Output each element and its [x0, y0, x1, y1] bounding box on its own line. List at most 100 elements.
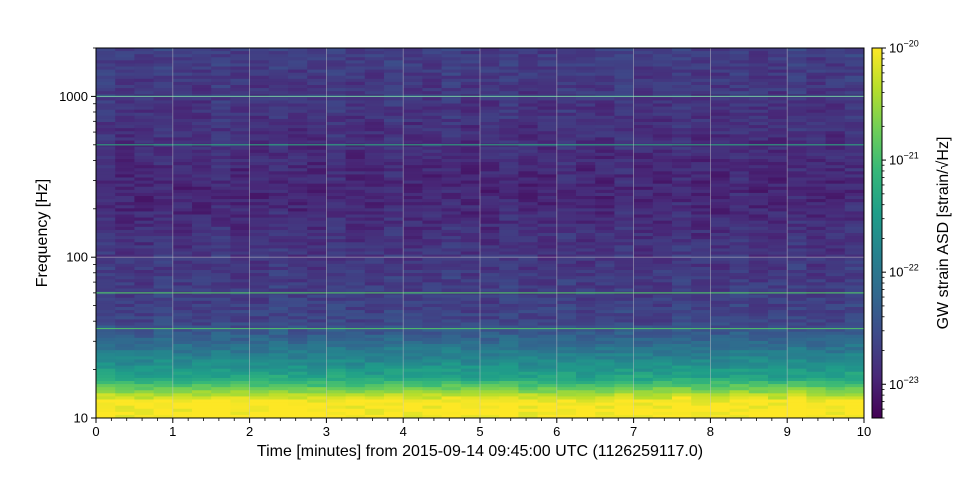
- spectrogram-cell: [614, 208, 635, 213]
- spectrogram-cell: [787, 199, 807, 203]
- spectrogram-cell: [441, 362, 462, 367]
- spectrogram-cell: [556, 282, 577, 287]
- spectrogram-cell: [825, 199, 846, 203]
- spectrogram-cell: [153, 233, 174, 237]
- spectrogram-cell: [172, 270, 193, 274]
- spectrogram-cell: [672, 260, 692, 265]
- spectrogram-cell: [422, 165, 443, 169]
- spectrogram-cell: [480, 180, 500, 185]
- spectrogram-cell: [307, 146, 327, 151]
- spectrogram-cell: [806, 399, 827, 404]
- spectrogram-cell: [576, 334, 596, 339]
- spectrogram-cell: [172, 310, 193, 314]
- spectrogram-cell: [652, 118, 673, 123]
- spectrogram-cell: [518, 199, 539, 203]
- spectrogram-cell: [633, 344, 654, 348]
- spectrogram-cell: [499, 202, 519, 206]
- spectrogram-cell: [288, 75, 308, 80]
- spectrogram-cell: [806, 359, 827, 364]
- spectrogram-cell: [211, 285, 231, 290]
- spectrogram-cell: [729, 356, 750, 361]
- spectrogram-cell: [441, 72, 462, 77]
- spectrogram-cell: [249, 171, 270, 176]
- spectrogram-cell: [691, 396, 711, 401]
- spectrogram-cell: [768, 186, 788, 191]
- spectrogram-cell: [518, 63, 539, 68]
- spectrogram-cell: [326, 103, 347, 108]
- spectrogram-cell: [134, 183, 155, 188]
- spectrogram-cell: [326, 177, 347, 182]
- spectrogram-cell: [345, 316, 366, 320]
- spectrogram-cell: [268, 57, 289, 61]
- spectrogram-cell: [499, 414, 519, 418]
- spectrogram-cell: [384, 328, 404, 333]
- spectrogram-cell: [134, 229, 155, 234]
- spectrogram-cell: [710, 146, 731, 151]
- spectrogram-cell: [230, 223, 251, 228]
- spectrogram-cell: [768, 362, 788, 367]
- spectrogram-cell: [556, 155, 577, 160]
- spectrogram-cell: [345, 189, 366, 194]
- spectrogram-cell: [326, 248, 347, 253]
- spectrogram-cell: [192, 189, 212, 194]
- spectrogram-cell: [153, 223, 174, 228]
- spectrogram-cell: [441, 149, 462, 154]
- spectrogram-cell: [652, 88, 673, 92]
- spectrogram-cell: [172, 220, 193, 225]
- spectrogram-cell: [768, 57, 788, 61]
- spectrogram-cell: [403, 408, 423, 413]
- spectrogram-cell: [153, 310, 174, 314]
- spectrogram-cell: [268, 88, 289, 92]
- spectrogram-cell: [384, 192, 404, 197]
- spectrogram-cell: [672, 91, 692, 95]
- spectrogram-cell: [172, 377, 193, 382]
- spectrogram-cell: [211, 399, 231, 404]
- spectrogram-cell: [422, 236, 443, 240]
- spectrogram-cell: [384, 257, 404, 262]
- spectrogram-cell: [268, 48, 289, 52]
- spectrogram-cell: [710, 368, 731, 373]
- spectrogram-cell: [192, 220, 212, 225]
- spectrogram-cell: [748, 155, 769, 160]
- spectrogram-cell: [844, 48, 864, 52]
- spectrogram-cell: [768, 248, 788, 253]
- spectrogram-cell: [403, 239, 423, 243]
- spectrogram-cell: [268, 155, 289, 160]
- spectrogram-cell: [96, 63, 116, 68]
- spectrogram-cell: [844, 226, 864, 231]
- spectrogram-cell: [787, 115, 807, 120]
- spectrogram-cell: [172, 202, 193, 206]
- spectrogram-cell: [326, 387, 347, 391]
- spectrogram-cell: [710, 288, 731, 293]
- spectrogram-cell: [518, 356, 539, 361]
- spectrogram-cell: [480, 152, 500, 157]
- spectrogram-cell: [384, 54, 404, 58]
- spectrogram-cell: [652, 254, 673, 259]
- spectrogram-cell: [614, 109, 635, 114]
- spectrogram-cell: [153, 217, 174, 222]
- spectrogram-cell: [768, 60, 788, 65]
- spectrogram-cell: [326, 115, 347, 120]
- spectrogram-cell: [729, 390, 750, 394]
- spectrogram-cell: [729, 344, 750, 348]
- x-tick-label: 7: [630, 424, 637, 439]
- spectrogram-cell: [614, 273, 635, 277]
- spectrogram-cell: [288, 51, 308, 55]
- spectrogram-cell: [844, 51, 864, 55]
- spectrogram-cell: [614, 88, 635, 92]
- spectrogram-cell: [364, 356, 385, 361]
- spectrogram-cell: [748, 288, 769, 293]
- spectrogram-cell: [422, 214, 443, 219]
- spectrogram-cell: [345, 276, 366, 280]
- spectrogram-cell: [115, 236, 135, 240]
- spectrogram-cell: [326, 239, 347, 243]
- spectrogram-cell: [614, 300, 635, 305]
- spectrogram-cell: [364, 411, 385, 416]
- spectrogram-cell: [345, 411, 366, 416]
- spectrogram-cell: [134, 254, 155, 259]
- spectrogram-cell: [691, 279, 711, 283]
- spectrogram-cell: [499, 236, 519, 240]
- spectrogram-cell: [768, 69, 788, 74]
- spectrogram-cell: [192, 377, 212, 382]
- spectrogram-cell: [710, 97, 731, 102]
